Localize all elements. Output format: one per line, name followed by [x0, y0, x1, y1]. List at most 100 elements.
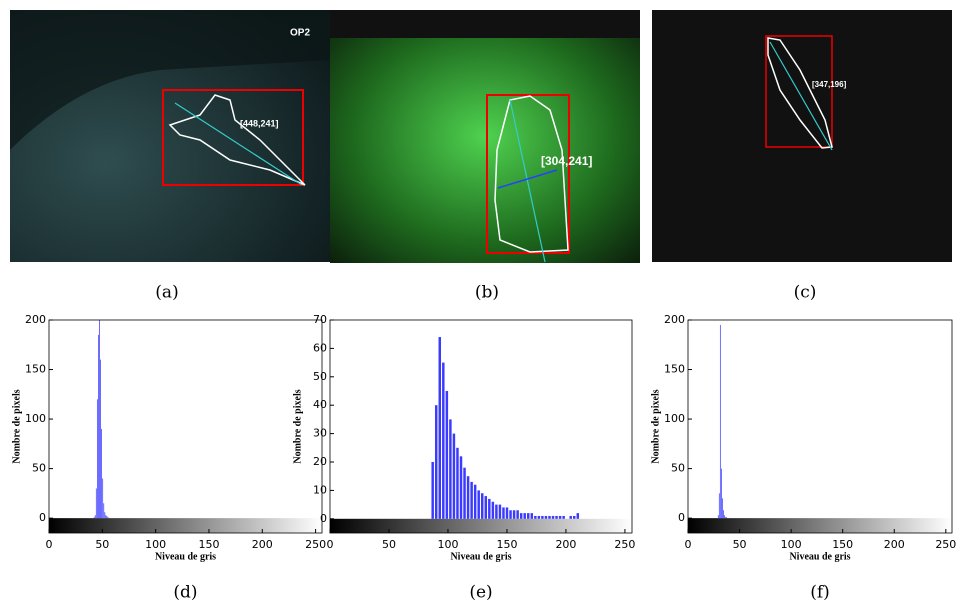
bar: [721, 468, 722, 519]
bar: [93, 517, 95, 519]
bar: [466, 476, 470, 519]
bar: [562, 515, 565, 519]
x-axis-label: Niveau de gris: [789, 551, 850, 562]
bar: [96, 399, 98, 519]
bar: [104, 512, 106, 519]
bar: [519, 513, 523, 519]
bar: [544, 515, 548, 519]
bar: [530, 513, 534, 519]
bar: [726, 517, 727, 519]
x-tick-label: 50: [733, 538, 747, 551]
colorbar: [330, 518, 632, 533]
bar: [573, 515, 576, 519]
colorbar: [49, 518, 322, 533]
x-tick-label: 100: [437, 538, 458, 551]
bar: [548, 515, 551, 519]
x-tick-label: 50: [95, 538, 109, 551]
x-tick-label: 100: [781, 538, 802, 551]
x-tick-label: 250: [305, 538, 326, 551]
bar: [551, 515, 555, 519]
bar: [719, 324, 721, 519]
y-tick-label: 100: [664, 412, 685, 425]
y-tick-label: 10: [313, 483, 327, 496]
bar: [498, 504, 502, 519]
x-tick-label: 0: [327, 538, 334, 551]
bar: [438, 337, 442, 519]
x-tick-label: 0: [685, 538, 692, 551]
coordinate-label: [448,241]: [240, 118, 279, 128]
y-tick-label: 30: [313, 427, 327, 440]
x-tick-label: 0: [46, 538, 53, 551]
bar: [723, 510, 724, 519]
bar: [495, 504, 498, 519]
bar: [717, 515, 719, 519]
x-tick-label: 150: [496, 538, 517, 551]
bar: [516, 510, 519, 519]
caption: (a): [155, 283, 178, 303]
bar: [452, 433, 456, 519]
bar: [569, 515, 572, 519]
overlay-label: OP2: [290, 28, 310, 39]
bar: [718, 493, 720, 519]
bar: [722, 498, 723, 519]
coordinate-label: [347,196]: [812, 80, 847, 89]
bar: [484, 496, 488, 519]
bar: [463, 467, 466, 519]
bar: [724, 515, 725, 519]
axes-frame: [687, 319, 953, 534]
x-axis-label: Niveau de gris: [450, 551, 511, 562]
bar: [537, 515, 541, 519]
y-tick-label: 150: [25, 363, 46, 376]
x-tick-label: 200: [555, 538, 576, 551]
bar: [481, 493, 484, 519]
axes-frame: [48, 319, 323, 534]
bar: [527, 513, 530, 519]
y-axis-label: Nombre de pixels: [11, 389, 22, 463]
bar: [449, 419, 452, 519]
bar: [445, 391, 449, 519]
y-tick-label: 0: [678, 511, 685, 524]
bar: [534, 515, 537, 519]
y-tick-label: 100: [25, 412, 46, 425]
y-tick-label: 60: [313, 341, 327, 354]
x-tick-label: 150: [198, 538, 219, 551]
y-tick-label: 150: [664, 363, 685, 376]
y-tick-label: 200: [664, 313, 685, 326]
axes-frame: [329, 319, 633, 534]
bar: [491, 501, 495, 519]
bar: [105, 515, 107, 519]
bar: [94, 515, 96, 519]
image-panel: [347,196] (c): [652, 10, 952, 303]
bar: [107, 517, 109, 519]
y-tick-label: 40: [313, 398, 327, 411]
image-panel: [304,241] (b): [330, 10, 640, 303]
caption: (d): [173, 583, 197, 603]
bar: [505, 507, 509, 519]
colorbar: [688, 518, 952, 533]
bar: [102, 478, 104, 519]
y-tick-label: 0: [39, 511, 46, 524]
bar: [555, 515, 558, 519]
bar: [558, 515, 562, 519]
y-tick-label: 50: [313, 370, 327, 383]
y-tick-label: 200: [25, 313, 46, 326]
bar: [456, 447, 459, 519]
bar: [488, 498, 491, 519]
y-tick-label: 50: [671, 462, 685, 475]
x-tick-label: 50: [382, 538, 396, 551]
coordinate-label: [304,241]: [541, 154, 592, 168]
bar: [100, 359, 101, 519]
bar: [725, 517, 726, 519]
bar: [459, 456, 463, 519]
bar: [576, 513, 580, 519]
y-axis-label: Nombre de pixels: [650, 389, 661, 463]
x-tick-label: 200: [252, 538, 273, 551]
bar: [98, 334, 99, 519]
caption: (e): [469, 583, 492, 603]
bar: [103, 503, 105, 519]
y-tick-label: 0: [320, 512, 327, 525]
